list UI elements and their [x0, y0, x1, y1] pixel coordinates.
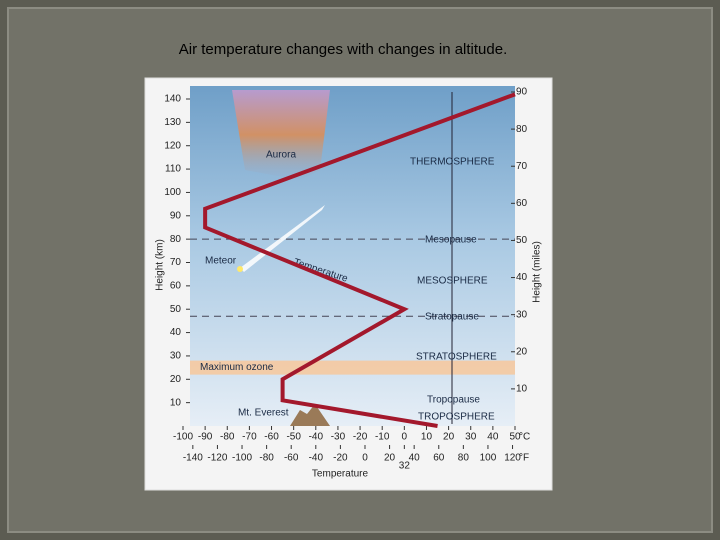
x2-tick-label: -140 [183, 453, 203, 464]
x-unit: °C [519, 432, 530, 443]
x-tick-label: -100 [173, 432, 193, 443]
x-tick-label: 40 [487, 432, 499, 443]
layer-label: STRATOSPHERE [416, 352, 497, 363]
y-tick-label: 120 [164, 140, 181, 151]
x2-tick-label: -100 [232, 453, 252, 464]
y-tick-label: 60 [170, 281, 182, 292]
x-tick-label: 30 [465, 432, 477, 443]
x2-tick-label: -80 [259, 453, 274, 464]
plot-area [190, 86, 515, 426]
x-axis-title: Temperature [312, 469, 369, 480]
y-tick-label: 130 [164, 117, 181, 128]
x-tick-label: -80 [220, 432, 235, 443]
y-tick-label: 50 [170, 304, 182, 315]
annotation: Aurora [266, 150, 296, 161]
x-tick-label: -30 [331, 432, 346, 443]
x-tick-label: 10 [421, 432, 433, 443]
layer-label: Tropopause [427, 395, 480, 406]
y-tick-label: 140 [164, 94, 181, 105]
layer-label: TROPOSPHERE [418, 412, 495, 423]
y2-tick-label: 80 [516, 124, 528, 135]
y2-tick-label: 10 [516, 384, 528, 395]
x2-tick-label: 40 [409, 453, 421, 464]
x2-tick-label: -120 [207, 453, 227, 464]
x2-unit: °F [519, 453, 529, 464]
y2-tick-label: 40 [516, 272, 528, 283]
x-tick-label: -40 [309, 432, 324, 443]
x-tick-label: -70 [242, 432, 257, 443]
y2-tick-label: 70 [516, 161, 528, 172]
x2-tick-label: -40 [309, 453, 324, 464]
x-tick-label: 20 [443, 432, 455, 443]
x-tick-label: 50 [509, 432, 521, 443]
y2-tick-label: 20 [516, 346, 528, 357]
x2-tick-label: 32 [399, 461, 411, 472]
y-tick-label: 20 [170, 374, 182, 385]
y-tick-label: 10 [170, 397, 182, 408]
y2-tick-label: 30 [516, 309, 528, 320]
y2-axis-title: Height (miles) [532, 241, 543, 303]
y-tick-label: 90 [170, 210, 182, 221]
layer-label: MESOSPHERE [417, 276, 488, 287]
y2-tick-label: 90 [516, 87, 528, 98]
layer-label: THERMOSPHERE [410, 157, 495, 168]
x2-tick-label: 60 [433, 453, 445, 464]
x-tick-label: -50 [286, 432, 301, 443]
y-tick-label: 110 [165, 164, 181, 175]
slide-title: Air temperature changes with changes in … [179, 41, 508, 58]
y2-tick-label: 50 [516, 235, 528, 246]
aurora-image [232, 90, 330, 180]
x-tick-label: -20 [353, 432, 368, 443]
meteor [237, 266, 243, 272]
x2-tick-label: -20 [333, 453, 348, 464]
y2-tick-label: 60 [516, 198, 528, 209]
y-tick-label: 40 [170, 327, 182, 338]
y-tick-label: 100 [164, 187, 181, 198]
x2-tick-label: 80 [458, 453, 470, 464]
meteor-trail [240, 205, 325, 272]
mountain [290, 404, 330, 426]
x2-tick-label: 0 [362, 453, 368, 464]
x-tick-label: 0 [402, 432, 408, 443]
annotation: Meteor [205, 256, 237, 267]
x-tick-label: -60 [264, 432, 279, 443]
y-tick-label: 80 [170, 234, 182, 245]
temperature-line [203, 92, 516, 428]
ozone-band [190, 360, 515, 375]
ozone-label: Maximum ozone [200, 362, 274, 373]
annotation: Mt. Everest [238, 408, 289, 419]
layer-label: Stratopause [425, 312, 479, 323]
y-tick-label: 70 [170, 257, 182, 268]
x2-tick-label: 100 [480, 453, 497, 464]
y-axis-title: Height (km) [155, 239, 166, 291]
layer-label: Mesopause [425, 235, 477, 246]
x2-tick-label: 20 [384, 453, 396, 464]
x-tick-label: -10 [375, 432, 390, 443]
y-tick-label: 30 [170, 351, 182, 362]
x2-tick-label: 120 [504, 453, 521, 464]
x-tick-label: -90 [198, 432, 213, 443]
x2-tick-label: -60 [284, 453, 299, 464]
